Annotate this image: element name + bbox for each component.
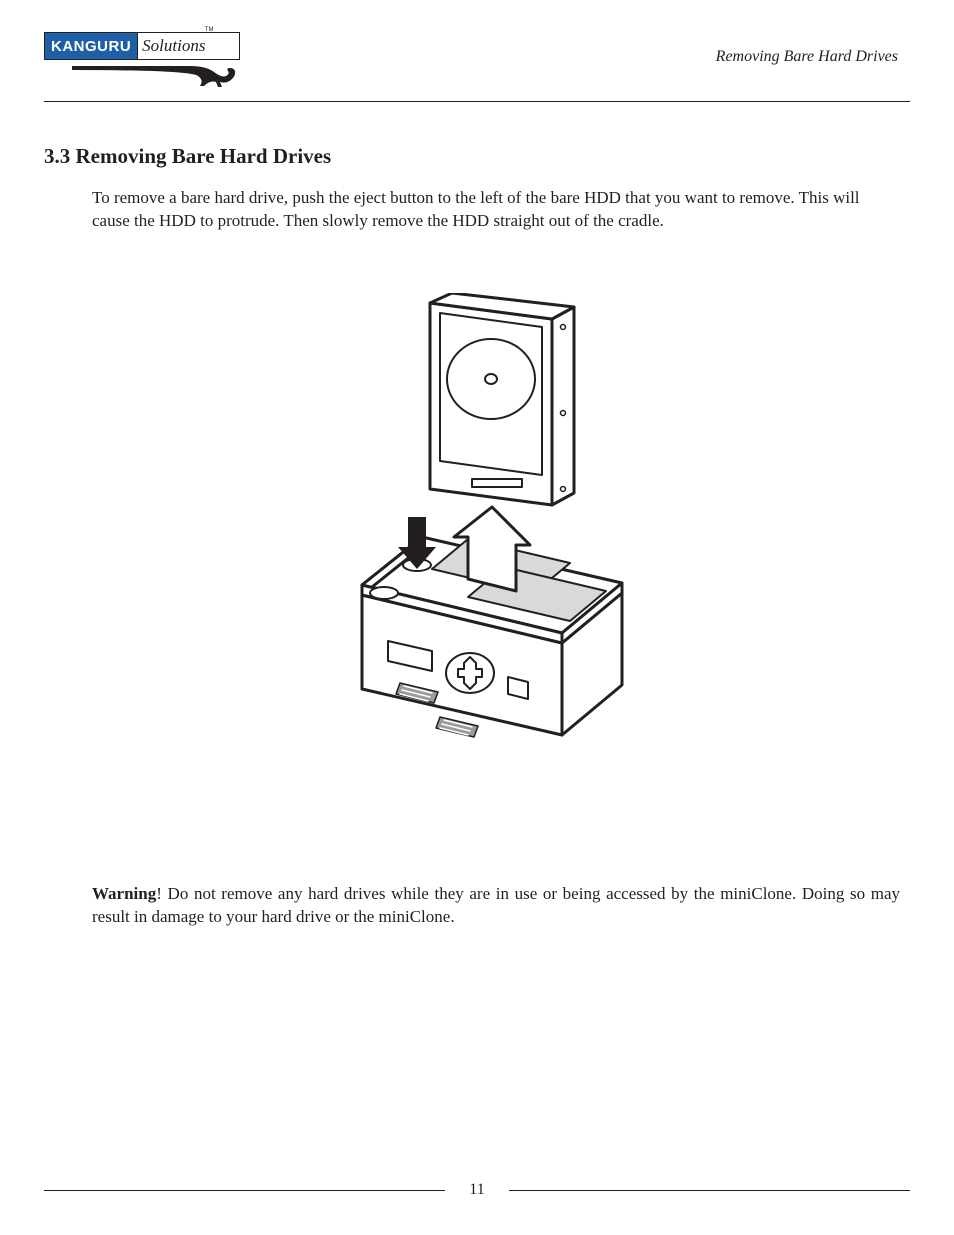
footer-rule-right [509, 1190, 910, 1191]
page-footer: 11 [44, 1181, 910, 1199]
logo-brand-left: KANGURU [45, 33, 138, 59]
page-header: KANGURU Solutions TM Removing Bare Hard … [44, 32, 910, 93]
kangaroo-icon [72, 62, 242, 88]
section-paragraph: To remove a bare hard drive, push the ej… [92, 187, 900, 233]
logo-frame: KANGURU Solutions TM [44, 32, 240, 60]
warning-paragraph: Warning! Do not remove any hard drives w… [92, 883, 900, 929]
page: KANGURU Solutions TM Removing Bare Hard … [0, 0, 954, 1235]
footer-rule-left [44, 1190, 445, 1191]
logo-brand-right-text: Solutions [142, 36, 205, 56]
illustration [44, 293, 910, 763]
running-title: Removing Bare Hard Drives [716, 48, 898, 66]
page-number: 11 [463, 1181, 490, 1199]
warning-text: ! Do not remove any hard drives while th… [92, 884, 900, 926]
logo-brand-right: Solutions TM [138, 33, 211, 59]
logo-tm: TM [205, 27, 214, 33]
hdd-eject-diagram-icon [322, 293, 632, 763]
header-rule [44, 101, 910, 102]
logo: KANGURU Solutions TM [44, 32, 240, 93]
section-heading: 3.3 Removing Bare Hard Drives [44, 144, 910, 169]
warning-label: Warning [92, 884, 156, 903]
